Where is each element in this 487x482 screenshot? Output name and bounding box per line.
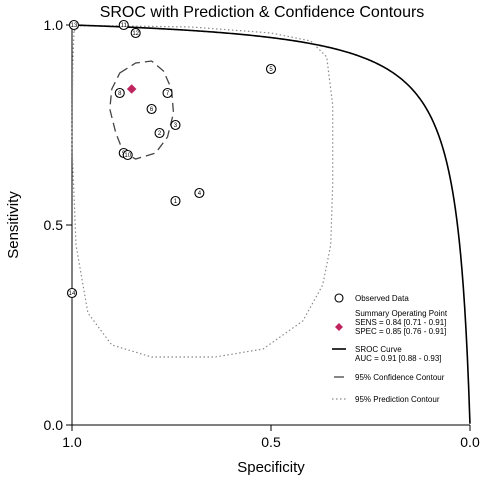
observed-point [68,19,80,31]
observed-point [146,103,157,115]
y-tick-label: 1.0 [44,17,64,33]
prediction-contour [71,25,334,358]
sroc-curve [72,24,471,424]
observed-point [265,63,277,75]
observed-point-label: 1 [174,199,178,205]
observed-point-label: 4 [198,191,202,197]
summary-operating-point [126,84,137,94]
observed-point [130,27,141,39]
observed-point-label: 7 [166,91,170,97]
observed-point-label: 14 [69,291,76,297]
observed-point-label: 3 [174,123,178,129]
observed-point [170,119,181,131]
plot-area: 1.00.50.00.00.51.01234567891011121314 [44,17,480,450]
legend-entry-text: 95% Prediction Contour [355,395,440,404]
observed-point [194,187,205,199]
y-axis-label: Sensitivity [5,191,22,259]
x-tick-label: 1.0 [62,434,82,450]
observed-point [66,287,78,299]
observed-point [114,87,125,99]
observed-point-label: 2 [158,131,162,137]
chart-title: SROC with Prediction & Confidence Contou… [100,4,425,21]
legend-entry-text: SPEC = 0.85 [0.76 - 0.91] [355,327,446,336]
observed-point-label: 5 [269,67,273,73]
x-tick-label: 0.0 [460,434,480,450]
observed-point [122,149,133,161]
observed-point-label: 6 [150,107,154,113]
observed-point-label: 10 [124,153,131,159]
legend-entry-text: SENS = 0.84 [0.71 - 0.91] [355,318,446,327]
observed-point [170,195,181,207]
x-axis-label: Specificity [237,459,305,476]
y-tick-label: 0.0 [44,417,64,433]
observed-point-label: 13 [71,23,78,29]
y-tick-label: 0.5 [44,217,64,233]
legend-entry-text: AUC = 0.91 [0.88 - 0.93] [355,354,442,363]
legend: Observed Data Summary Operating PointSENS… [332,293,448,404]
observed-point-label: 11 [121,23,128,29]
legend-summary-symbol [335,323,343,331]
observed-point [154,127,165,139]
x-tick-label: 0.5 [261,434,281,450]
observed-point [118,19,129,31]
observed-point [162,87,173,99]
observed-point-label: 12 [132,31,139,37]
legend-entry-text: 95% Confidence Contour [355,373,445,382]
legend-observed-symbol [334,293,344,303]
legend-entry-text: Observed Data [355,294,409,303]
confidence-contour [109,60,175,160]
legend-entry-text: Summary Operating Point [355,309,448,318]
observed-point-label: 8 [118,91,122,97]
legend-entry-text: SROC Curve [355,345,402,354]
